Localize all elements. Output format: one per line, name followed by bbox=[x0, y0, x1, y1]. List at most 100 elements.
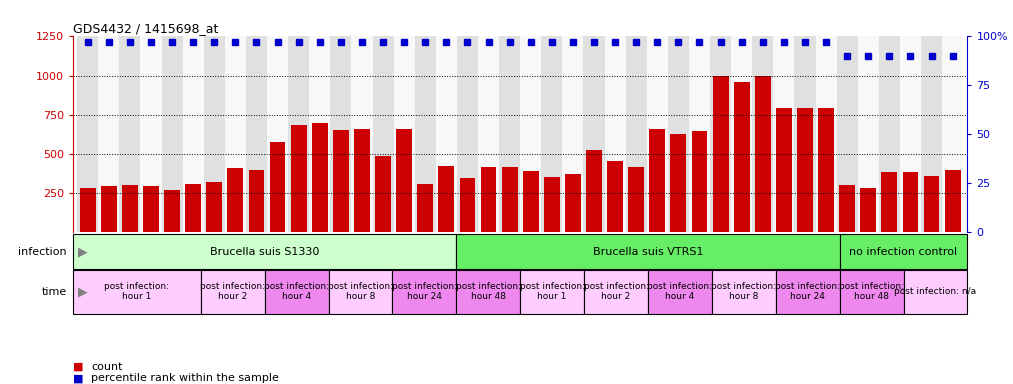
Bar bbox=[120, 36, 141, 232]
Bar bbox=[288, 36, 309, 232]
Bar bbox=[815, 36, 837, 232]
Bar bbox=[246, 36, 267, 232]
Bar bbox=[480, 167, 496, 232]
Bar bbox=[456, 234, 840, 269]
Bar bbox=[773, 36, 794, 232]
Bar bbox=[73, 270, 201, 314]
Text: post infection:
hour 4: post infection: hour 4 bbox=[264, 282, 329, 301]
Bar bbox=[77, 36, 98, 232]
Bar bbox=[668, 36, 689, 232]
Bar bbox=[523, 171, 539, 232]
Bar bbox=[439, 166, 454, 232]
Bar bbox=[392, 270, 456, 314]
Text: post infection:
hour 24: post infection: hour 24 bbox=[775, 282, 840, 301]
Bar bbox=[689, 36, 710, 232]
Bar bbox=[583, 36, 605, 232]
Bar bbox=[330, 36, 352, 232]
Bar bbox=[80, 189, 95, 232]
Bar bbox=[755, 76, 771, 232]
Bar bbox=[541, 36, 562, 232]
Bar bbox=[417, 184, 434, 232]
Text: post infection:
hour 8: post infection: hour 8 bbox=[711, 282, 776, 301]
Bar bbox=[840, 270, 904, 314]
Text: ▶: ▶ bbox=[78, 245, 88, 258]
Bar bbox=[587, 150, 602, 232]
Bar bbox=[98, 36, 120, 232]
Bar bbox=[776, 108, 792, 232]
Bar bbox=[797, 108, 812, 232]
Bar bbox=[776, 270, 840, 314]
Bar bbox=[291, 125, 307, 232]
Text: ■: ■ bbox=[73, 362, 83, 372]
Bar bbox=[269, 142, 286, 232]
Bar bbox=[819, 108, 834, 232]
Text: post infection: n/a: post infection: n/a bbox=[894, 287, 977, 296]
Text: time: time bbox=[42, 286, 67, 297]
Bar bbox=[671, 134, 687, 232]
Bar bbox=[354, 129, 370, 232]
Bar bbox=[436, 36, 457, 232]
Bar bbox=[333, 130, 348, 232]
Bar bbox=[945, 170, 960, 232]
Bar bbox=[141, 36, 161, 232]
Text: post infection:
hour 2: post infection: hour 2 bbox=[201, 282, 265, 301]
Text: post infection:
hour 2: post infection: hour 2 bbox=[583, 282, 648, 301]
Text: post infection:
hour 1: post infection: hour 1 bbox=[104, 282, 169, 301]
Bar bbox=[185, 184, 202, 232]
Bar bbox=[900, 36, 921, 232]
Bar bbox=[692, 131, 707, 232]
Text: GDS4432 / 1415698_at: GDS4432 / 1415698_at bbox=[73, 22, 219, 35]
Bar bbox=[713, 76, 728, 232]
Bar bbox=[626, 36, 646, 232]
Bar bbox=[373, 36, 394, 232]
Bar bbox=[161, 36, 182, 232]
Bar bbox=[521, 36, 541, 232]
Bar bbox=[460, 178, 475, 232]
Bar bbox=[352, 36, 373, 232]
Bar bbox=[562, 36, 583, 232]
Bar bbox=[267, 36, 288, 232]
Text: no infection control: no infection control bbox=[850, 247, 957, 257]
Bar bbox=[521, 270, 585, 314]
Bar bbox=[207, 182, 222, 232]
Text: post infection:
hour 48: post infection: hour 48 bbox=[456, 282, 521, 301]
Text: infection: infection bbox=[18, 247, 67, 257]
Bar bbox=[264, 270, 328, 314]
Bar bbox=[646, 36, 668, 232]
Text: count: count bbox=[91, 362, 123, 372]
Bar bbox=[228, 168, 243, 232]
Bar bbox=[414, 36, 436, 232]
Bar bbox=[840, 234, 967, 269]
Bar bbox=[839, 185, 855, 232]
Text: post infection:
hour 48: post infection: hour 48 bbox=[839, 282, 904, 301]
Text: post infection:
hour 1: post infection: hour 1 bbox=[520, 282, 585, 301]
Bar bbox=[309, 36, 330, 232]
Bar bbox=[942, 36, 963, 232]
Bar bbox=[858, 36, 879, 232]
Text: Brucella suis VTRS1: Brucella suis VTRS1 bbox=[593, 247, 703, 257]
Bar bbox=[710, 36, 731, 232]
Bar bbox=[649, 129, 666, 232]
Bar bbox=[904, 270, 967, 314]
Text: Brucella suis S1330: Brucella suis S1330 bbox=[210, 247, 319, 257]
Bar bbox=[101, 186, 116, 232]
Bar bbox=[375, 156, 391, 232]
Bar bbox=[731, 36, 753, 232]
Bar bbox=[881, 172, 898, 232]
Bar bbox=[903, 172, 919, 232]
Bar bbox=[753, 36, 773, 232]
Bar bbox=[501, 167, 518, 232]
Bar bbox=[585, 270, 648, 314]
Bar bbox=[143, 186, 159, 232]
Bar bbox=[478, 36, 499, 232]
Bar bbox=[204, 36, 225, 232]
Text: percentile rank within the sample: percentile rank within the sample bbox=[91, 373, 279, 383]
Bar bbox=[328, 270, 392, 314]
Bar bbox=[122, 185, 138, 232]
Bar bbox=[394, 36, 414, 232]
Bar bbox=[712, 270, 776, 314]
Bar bbox=[544, 177, 560, 232]
Bar bbox=[605, 36, 626, 232]
Bar bbox=[794, 36, 815, 232]
Bar bbox=[837, 36, 858, 232]
